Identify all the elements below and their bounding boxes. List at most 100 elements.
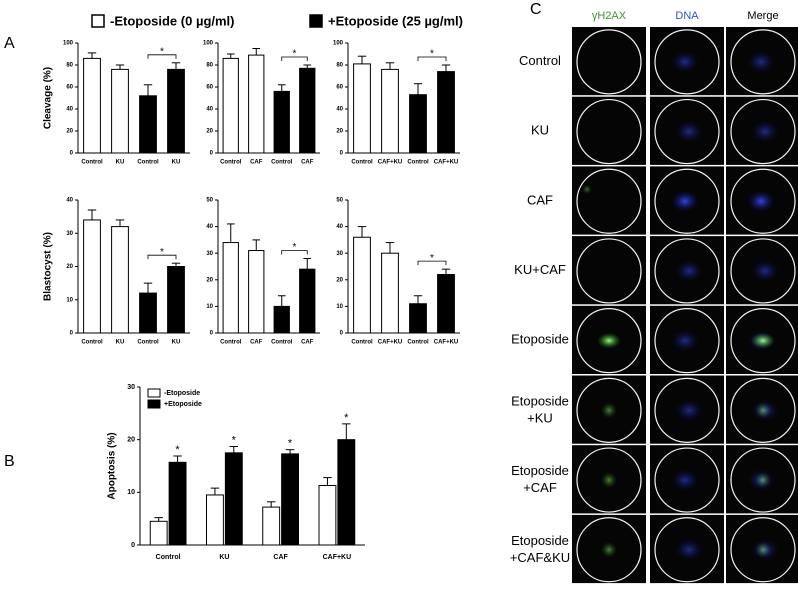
row-label-line: Etoposide xyxy=(511,394,569,409)
zona-outline xyxy=(576,447,642,513)
y-tick-label: 50 xyxy=(206,198,213,204)
bar xyxy=(273,90,290,154)
x-tick-label: KU xyxy=(116,340,125,346)
zona-outline xyxy=(730,168,796,234)
nucleus-stain xyxy=(675,538,703,561)
x-tick-label: Control xyxy=(81,160,103,166)
zona-outline xyxy=(654,308,720,374)
y-tick-label: 0 xyxy=(70,151,74,157)
row-label: KU+CAF xyxy=(514,262,566,277)
significance-bracket xyxy=(147,54,177,59)
panel-label: C xyxy=(530,1,542,18)
y-tick-label: 60 xyxy=(336,85,343,91)
y-tick-label: 0 xyxy=(70,331,74,337)
bar xyxy=(149,520,168,546)
x-tick-label: Control xyxy=(407,340,429,346)
x-tick-label: CAF xyxy=(301,340,314,346)
bar xyxy=(222,242,239,334)
zona-outline xyxy=(576,29,642,95)
y-tick-label: 40 xyxy=(336,224,343,230)
x-tick-label: CAF xyxy=(301,160,314,166)
zona-outline xyxy=(730,447,796,513)
nucleus-stain xyxy=(747,190,775,213)
row-label: Control xyxy=(519,53,561,68)
nucleus-stain xyxy=(751,259,779,282)
x-tick-label: CAF+KU xyxy=(323,554,352,561)
bar xyxy=(167,266,185,334)
y-tick-label: 40 xyxy=(66,198,73,204)
bar xyxy=(83,219,101,334)
h2ax-stain xyxy=(755,472,771,489)
y-tick-label: 80 xyxy=(66,63,73,69)
legend-label: +Etoposide xyxy=(164,401,202,408)
x-tick-label: CAF+KU xyxy=(434,340,459,346)
x-tick-label: CAF+KU xyxy=(378,160,403,166)
bar xyxy=(318,484,337,546)
y-tick-label: 30 xyxy=(336,251,343,257)
significance-bracket xyxy=(147,254,177,260)
significance-label: * xyxy=(344,412,349,424)
panel-c: γH2AX DNA Merge Control KU CAF KU+CAF Etoposide… xyxy=(510,10,798,584)
x-tick-label: KU xyxy=(219,554,229,561)
bar xyxy=(381,252,399,334)
zona-outline xyxy=(654,238,720,304)
y-tick-label: 100 xyxy=(63,41,74,47)
legend-swatch xyxy=(147,399,161,409)
nucleus-stain xyxy=(751,120,779,143)
legend-label: +Etoposide (25 µg/ml) xyxy=(328,13,463,28)
bar xyxy=(167,68,185,154)
y-tick-label: 20 xyxy=(66,264,73,270)
x-tick-label: CAF xyxy=(273,554,288,561)
row-label-line: Etoposide xyxy=(511,533,569,548)
x-tick-label: Control xyxy=(271,160,293,166)
bar xyxy=(139,95,157,154)
zona-outline xyxy=(576,238,642,304)
y-axis-title: Apoptosis (%) xyxy=(107,432,118,499)
h2ax-stain xyxy=(582,184,592,195)
y-tick-label: 20 xyxy=(66,129,73,135)
legend-label: -Etoposide (0 µg/ml) xyxy=(110,13,235,28)
y-tick-label: 80 xyxy=(206,63,213,69)
y-tick-label: 20 xyxy=(206,277,213,283)
nucleus-stain xyxy=(671,50,699,73)
bar xyxy=(206,494,224,546)
significance-label: * xyxy=(288,438,293,450)
y-tick-label: 20 xyxy=(336,129,343,135)
y-tick-label: 30 xyxy=(66,231,73,237)
zona-outline xyxy=(654,377,720,443)
legend-swatch xyxy=(309,14,323,28)
zona-outline xyxy=(576,377,642,443)
row-label-line: KU xyxy=(531,123,549,138)
y-tick-label: 40 xyxy=(206,107,213,113)
legend-swatch xyxy=(147,388,161,398)
x-tick-label: CAF+KU xyxy=(378,340,403,346)
row-label-line: Etoposide xyxy=(511,332,569,347)
bar xyxy=(222,57,239,154)
bar xyxy=(281,453,299,546)
zona-outline xyxy=(730,29,796,95)
significance-label: * xyxy=(430,253,434,264)
x-tick-label: Control xyxy=(137,160,159,166)
y-tick-label: 0 xyxy=(210,151,214,157)
bar xyxy=(224,452,243,546)
row-label-line: Etoposide xyxy=(511,463,569,478)
y-tick-label: 40 xyxy=(66,107,73,113)
legend-swatch xyxy=(91,14,105,28)
significance-label: * xyxy=(293,242,297,253)
nucleus-stain xyxy=(671,469,699,492)
x-tick-label: Control xyxy=(156,554,181,561)
zona-outline xyxy=(730,98,796,165)
significance-label: * xyxy=(160,46,164,57)
bar xyxy=(337,439,356,546)
row-label-line: CAF xyxy=(527,193,553,208)
zona-outline xyxy=(730,377,796,443)
y-tick-label: 10 xyxy=(336,304,343,310)
bar xyxy=(273,305,290,334)
nucleus-stain xyxy=(675,259,703,282)
bar xyxy=(409,94,427,154)
y-tick-label: 0 xyxy=(340,151,344,157)
bar xyxy=(248,54,265,154)
x-tick-label: CAF xyxy=(250,340,263,346)
zona-outline xyxy=(654,29,720,95)
y-axis-title: Cleavage (%) xyxy=(43,67,54,129)
